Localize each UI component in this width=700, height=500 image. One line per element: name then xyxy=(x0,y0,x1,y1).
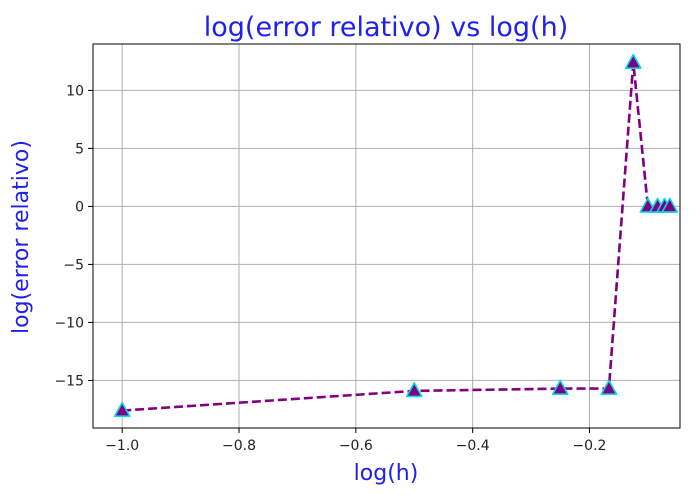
data-point-marker xyxy=(113,401,131,417)
y-tick-label: −15 xyxy=(54,373,84,389)
x-tick-label: −0.2 xyxy=(572,438,606,454)
data-point-marker xyxy=(551,379,569,395)
x-tick-label: −0.4 xyxy=(456,438,490,454)
x-tick-label: −1.0 xyxy=(105,438,139,454)
y-tick-label: −5 xyxy=(63,257,84,273)
y-tick-label: 10 xyxy=(66,83,84,99)
chart-title: log(error relativo) vs log(h) xyxy=(204,12,568,43)
grid xyxy=(93,44,680,428)
data-point-marker xyxy=(600,379,618,395)
data-point-marker xyxy=(624,53,642,69)
x-axis-label: log(h) xyxy=(354,461,419,486)
y-axis-label: log(error relativo) xyxy=(9,140,34,334)
y-tick-label: 5 xyxy=(75,141,84,157)
y-tick-label: 0 xyxy=(75,199,84,215)
y-tick-label: −10 xyxy=(54,315,84,331)
plot-frame xyxy=(92,43,681,429)
x-tick-label: −0.8 xyxy=(222,438,256,454)
axes: −1.0 −0.8 −0.6 −0.4 −0.2 10 5 0 −5 −10 −15 xyxy=(54,83,606,454)
data-point-marker xyxy=(661,197,679,213)
data-point-marker xyxy=(405,382,423,398)
series-layer xyxy=(113,53,679,417)
x-tick-label: −0.6 xyxy=(339,438,373,454)
